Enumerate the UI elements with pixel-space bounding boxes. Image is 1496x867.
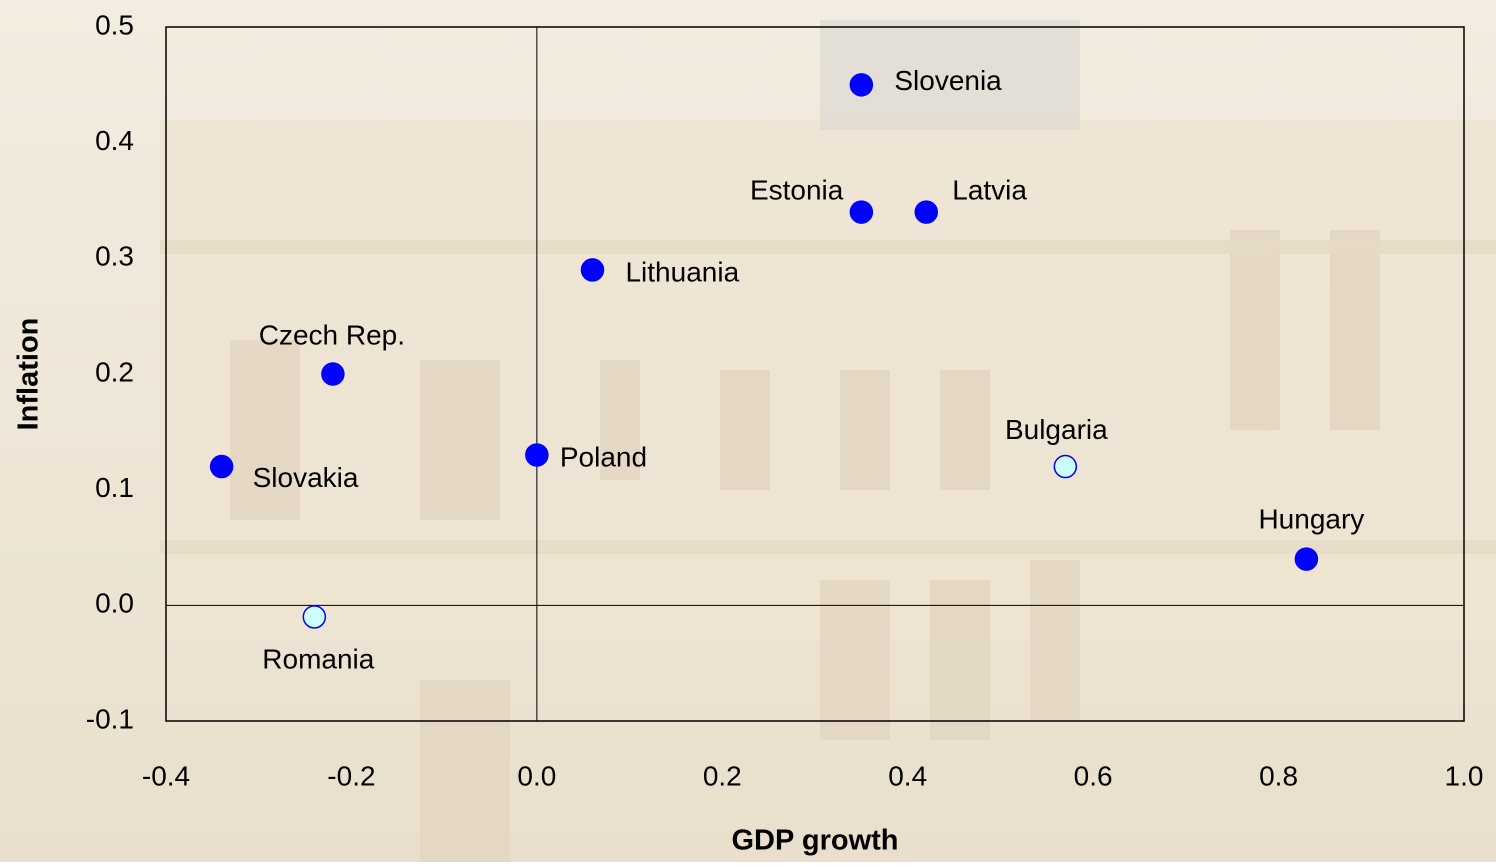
y-tick-label: 0.0 [95, 588, 134, 619]
point [1053, 454, 1078, 479]
y-tick-label: 0.3 [95, 241, 134, 272]
x-tick-label: 0.4 [888, 760, 927, 791]
point [525, 443, 549, 467]
point [849, 200, 874, 224]
point [321, 362, 345, 386]
point [1294, 547, 1319, 571]
x-tick-label: -0.4 [142, 760, 190, 791]
x-axis-title: GDP growth [731, 825, 898, 857]
point-label: Slovakia [253, 462, 359, 493]
plot-frame [165, 26, 1465, 722]
y-tick-label: 0.5 [95, 9, 134, 40]
y-axis-title: Inflation [13, 318, 45, 431]
point-label: Hungary [1258, 503, 1364, 534]
point-label: Latvia [952, 174, 1027, 205]
point-label: Czech Rep. [259, 319, 405, 350]
x-tick-label: 0.0 [517, 760, 556, 791]
point-label: Slovenia [894, 65, 1002, 96]
point [914, 200, 939, 224]
point [209, 454, 234, 479]
x-tick-label: 0.6 [1074, 760, 1113, 791]
point-label: Estonia [750, 174, 844, 205]
x-tick-label: 0.2 [703, 760, 742, 791]
point [580, 258, 605, 282]
y-tick-label: 0.4 [95, 125, 134, 156]
point [302, 605, 327, 629]
x-tick-label: -0.2 [327, 760, 375, 791]
x-tick-label: 0.8 [1259, 760, 1298, 791]
x-tick-label: 1.0 [1445, 760, 1484, 791]
y-tick-label: -0.1 [86, 703, 134, 734]
point-label: Lithuania [625, 256, 739, 287]
point-label: Bulgaria [1005, 414, 1108, 445]
point-label: Poland [560, 441, 647, 472]
point-label: Romania [262, 643, 374, 674]
y-tick-label: 0.1 [95, 472, 134, 503]
y-tick-label: 0.2 [95, 356, 134, 387]
point [849, 73, 874, 97]
